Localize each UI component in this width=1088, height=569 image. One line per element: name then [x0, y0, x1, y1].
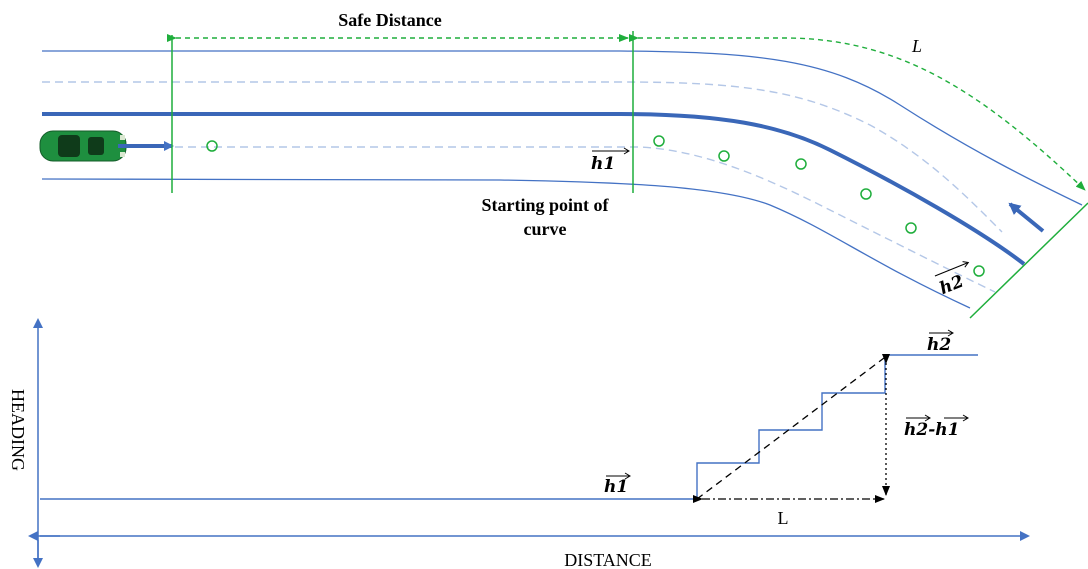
h1-top-text: h1 — [591, 154, 615, 174]
h2-vector-label-bottom: h2 — [927, 329, 954, 355]
heading-profile — [40, 354, 978, 500]
h2-minus-h1-sep: - — [928, 420, 935, 440]
road-inner-edge — [41, 178, 971, 309]
waypoint — [653, 135, 665, 147]
waypoint — [860, 188, 872, 200]
heading-axis-label: HEADING — [8, 389, 28, 471]
bottom-L-label: L — [778, 508, 789, 528]
road-centre-line — [42, 112, 1026, 266]
waypoint — [905, 222, 917, 234]
h2-minus-h1-label: h2-h1 — [904, 414, 969, 440]
h1-vector-label-bottom: h1 — [604, 472, 631, 497]
curve-length-label: L — [911, 36, 922, 56]
h1-bottom-text: h1 — [604, 477, 628, 497]
waypoint — [795, 158, 807, 170]
curve-length-arrow — [629, 34, 1086, 191]
svg-text:h2-h1: h2-h1 — [904, 420, 959, 440]
heading-direction-arrow — [1008, 202, 1045, 233]
curve-end-line — [969, 202, 1088, 319]
waypoints — [206, 135, 985, 277]
waypoint — [206, 140, 218, 152]
starting-point-label-line1: Starting point of — [481, 195, 609, 215]
axes — [28, 318, 1030, 568]
h2-bottom-text: h2 — [927, 335, 951, 355]
safe-distance-label: Safe Distance — [338, 10, 441, 30]
h2-minus-h1-b: h1 — [935, 420, 959, 440]
heading-trend-line — [696, 354, 889, 500]
car-icon — [39, 130, 127, 162]
waypoint — [973, 265, 985, 277]
h2-minus-h1-a: h2 — [904, 420, 928, 440]
h1-vector-label-top: h1 — [591, 147, 630, 174]
starting-point-label-line2: curve — [524, 219, 567, 239]
lane-dashed-lower — [175, 146, 996, 293]
road — [41, 50, 1083, 309]
distance-axis-label: DISTANCE — [564, 550, 652, 569]
waypoint — [718, 150, 730, 162]
